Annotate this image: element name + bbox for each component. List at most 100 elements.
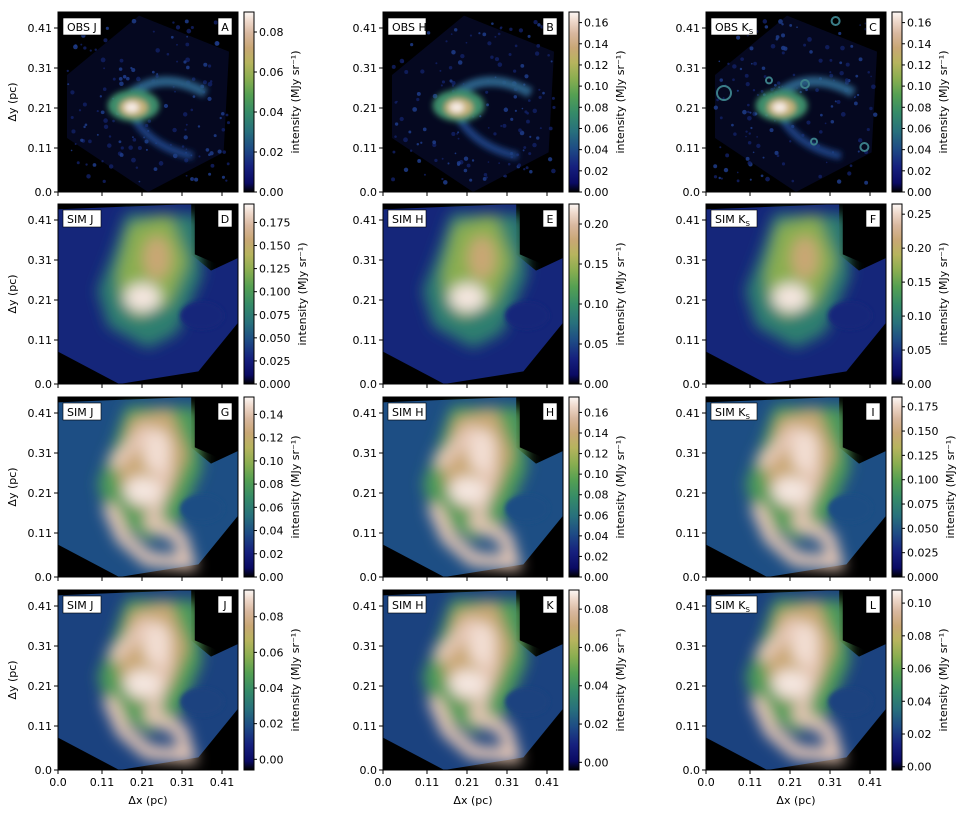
colorbar-tick-label: 0.08 xyxy=(584,489,609,502)
x-tick-label: 0.21 xyxy=(130,776,155,789)
map-image xyxy=(58,204,238,384)
y-tick-label: 0.0 xyxy=(35,378,53,391)
colorbar xyxy=(891,203,903,385)
colorbar-tick-label: 0.04 xyxy=(259,525,284,538)
panel-name-label: OBS H xyxy=(387,17,427,36)
axes-frame xyxy=(382,203,564,385)
y-tick-label: 0.21 xyxy=(28,487,53,500)
axes-frame xyxy=(705,589,887,771)
colorbar-tick-label: 0.08 xyxy=(259,26,284,39)
colorbar-tick-label: 0.00 xyxy=(259,753,284,766)
colorbar-tick-label: 0.14 xyxy=(584,38,609,51)
y-tick-label: 0.21 xyxy=(676,680,701,693)
panel-letter: K xyxy=(542,595,558,614)
y-axis-label: Δy (pc) xyxy=(6,660,19,699)
colorbar-label: intensity (MJy sr⁻¹) xyxy=(614,629,627,732)
panel-l: 0.0 0.11 0.21 0.31 0.41 0.0 0.11 0.21 0.31 0.41 Δx… xyxy=(676,589,950,807)
y-tick-label: 0.41 xyxy=(353,214,378,227)
panel-g: 0.0 0.11 0.21 0.31 0.41 Δy (pc) SIM J G 0.00 0.02… xyxy=(6,396,302,584)
y-tick-label: 0.31 xyxy=(28,447,53,460)
axes-frame xyxy=(57,396,239,578)
colorbar-tick-label: 0.12 xyxy=(259,432,284,445)
y-tick-label: 0.0 xyxy=(683,764,701,777)
y-tick-label: 0.31 xyxy=(28,640,53,653)
y-tick-label: 0.31 xyxy=(353,447,378,460)
colorbar-tick-label: 0.10 xyxy=(907,597,932,610)
panel-name-label: SIM H xyxy=(387,209,427,228)
colorbar-tick-label: 0.00 xyxy=(584,378,609,391)
x-tick-label: 0.11 xyxy=(90,776,115,789)
x-tick-label: 0.41 xyxy=(535,776,560,789)
colorbar-tick-label: 0.02 xyxy=(584,165,609,178)
svg-text:E: E xyxy=(547,213,554,226)
y-tick-label: 0.0 xyxy=(35,764,53,777)
y-tick-label: 0.21 xyxy=(28,294,53,307)
map-image xyxy=(383,204,563,384)
colorbar-tick-label: 0.06 xyxy=(584,122,609,135)
panel-letter: C xyxy=(865,17,881,36)
panel-f: 0.0 0.11 0.21 0.31 0.41 SIM KS F 0.00 0.05 0.10 0.… xyxy=(676,203,950,391)
y-tick-label: 0.11 xyxy=(353,527,378,540)
y-tick-label: 0.11 xyxy=(353,142,378,155)
y-tick-label: 0.41 xyxy=(676,22,701,35)
y-tick-label: 0.41 xyxy=(28,214,53,227)
svg-text:K: K xyxy=(546,599,554,612)
map-image xyxy=(58,397,238,577)
axes-frame xyxy=(705,203,887,385)
colorbar-tick-label: 0.00 xyxy=(584,186,609,199)
x-tick-label: 0.11 xyxy=(738,776,763,789)
colorbar-tick-label: 0.04 xyxy=(907,144,932,157)
colorbar-tick-label: 0.02 xyxy=(907,728,932,741)
x-tick-label: 0.31 xyxy=(170,776,195,789)
svg-text:OBS H: OBS H xyxy=(392,21,427,34)
y-tick-label: 0.0 xyxy=(683,186,701,199)
colorbar-tick-label: 0.08 xyxy=(259,611,284,624)
svg-text:L: L xyxy=(870,599,877,612)
y-tick-label: 0.11 xyxy=(28,720,53,733)
y-tick-label: 0.41 xyxy=(28,600,53,613)
y-tick-label: 0.31 xyxy=(676,62,701,75)
colorbar-tick-label: 0.15 xyxy=(584,258,609,271)
colorbar-tick-label: 0.06 xyxy=(259,66,284,79)
map-image xyxy=(383,12,563,192)
colorbar-tick-label: 0.05 xyxy=(584,338,609,351)
y-tick-label: 0.11 xyxy=(353,334,378,347)
map-image xyxy=(58,590,238,770)
panel-c: 0.0 0.11 0.21 0.31 0.41 OBS KS C 0.00 0.02 0.04 0.… xyxy=(676,11,950,199)
x-tick-label: 0.0 xyxy=(374,776,392,789)
panel-name-label: SIM J xyxy=(62,402,102,421)
colorbar-tick-label: 0.12 xyxy=(584,59,609,72)
y-tick-label: 0.0 xyxy=(360,571,378,584)
panel-letter: J xyxy=(217,595,233,614)
y-tick-label: 0.41 xyxy=(676,600,701,613)
y-tick-label: 0.21 xyxy=(353,102,378,115)
y-tick-label: 0.41 xyxy=(353,22,378,35)
panel-j: 0.0 0.11 0.21 0.31 0.41 0.0 0.11 0.21 0.31 0.41 Δx… xyxy=(6,589,302,807)
panel-letter: A xyxy=(217,17,233,36)
x-tick-label: 0.41 xyxy=(210,776,235,789)
panel-name-label: OBS J xyxy=(62,17,102,36)
colorbar-tick-label: 0.000 xyxy=(907,571,939,584)
x-axis-label: Δx (pc) xyxy=(128,794,167,807)
x-tick-label: 0.41 xyxy=(858,776,883,789)
y-tick-label: 0.21 xyxy=(676,487,701,500)
y-tick-label: 0.0 xyxy=(360,186,378,199)
y-tick-label: 0.41 xyxy=(676,214,701,227)
y-tick-label: 0.21 xyxy=(353,294,378,307)
x-tick-label: 0.21 xyxy=(455,776,480,789)
colorbar xyxy=(243,11,255,193)
svg-text:SIM KS: SIM KS xyxy=(715,213,750,228)
colorbar-tick-label: 0.10 xyxy=(907,310,932,323)
colorbar-tick-label: 0.075 xyxy=(259,309,291,322)
colorbar-tick-label: 0.06 xyxy=(584,641,609,654)
panel-letter: B xyxy=(542,17,558,36)
colorbar-tick-label: 0.06 xyxy=(907,122,932,135)
colorbar-label: intensity (MJy sr⁻¹) xyxy=(937,629,950,732)
x-tick-label: 0.11 xyxy=(415,776,440,789)
y-tick-label: 0.41 xyxy=(676,407,701,420)
colorbar-tick-label: 0.150 xyxy=(259,240,291,253)
axes-frame xyxy=(382,11,564,193)
colorbar-tick-label: 0.175 xyxy=(907,401,939,414)
colorbar-tick-label: 0.14 xyxy=(259,408,284,421)
